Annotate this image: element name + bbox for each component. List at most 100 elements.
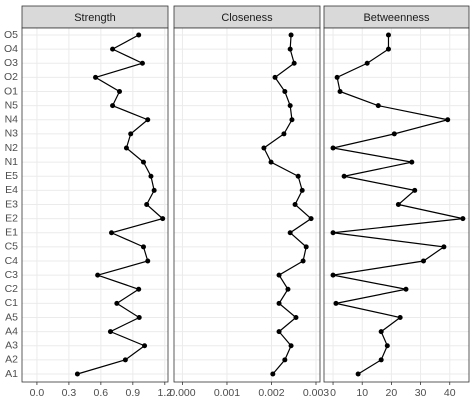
y-tick-label: E5 (5, 170, 18, 182)
y-tick-label: A4 (5, 325, 18, 337)
point (292, 202, 298, 207)
x-tick-label: 0.001 (214, 387, 240, 399)
point (117, 89, 123, 94)
point (261, 145, 267, 151)
y-tick-label: N2 (5, 142, 19, 154)
y-tick-label: E1 (5, 227, 18, 239)
point (330, 230, 336, 236)
point (136, 32, 142, 38)
point (276, 300, 282, 306)
point (136, 286, 142, 292)
panel-border (173, 27, 321, 383)
y-tick-label: O4 (4, 43, 18, 55)
y-tick-label: O5 (4, 29, 18, 41)
point (391, 131, 397, 137)
point (337, 89, 343, 94)
point (303, 244, 309, 250)
point (355, 371, 361, 377)
point (295, 173, 301, 179)
y-tick-label: E3 (5, 198, 18, 210)
point (123, 145, 129, 151)
x-tick-label: 0.6 (94, 387, 109, 399)
y-tick-label: A5 (5, 311, 18, 323)
point (330, 272, 336, 278)
point (128, 131, 134, 137)
point (395, 202, 401, 207)
y-tick-label: C4 (5, 255, 19, 267)
point (74, 371, 80, 377)
point (397, 315, 403, 320)
point (285, 286, 291, 292)
point (136, 315, 142, 320)
y-tick-label: E2 (5, 212, 18, 224)
x-tick-label: 0.3 (62, 387, 77, 399)
point (287, 230, 293, 236)
y-tick-label: A3 (5, 340, 18, 352)
y-tick-label: C5 (5, 241, 19, 253)
point (142, 343, 148, 349)
point (122, 357, 128, 363)
point (460, 216, 466, 222)
point (282, 89, 288, 94)
y-tick-label: A2 (5, 354, 18, 366)
point (281, 131, 287, 137)
point (364, 60, 370, 66)
point (160, 216, 166, 222)
y-tick-label: O3 (4, 57, 18, 69)
panel-border (323, 27, 470, 383)
point (276, 329, 282, 335)
y-tick-label: C3 (5, 269, 19, 281)
point (276, 272, 282, 278)
point (145, 258, 151, 264)
point (287, 46, 293, 52)
point (333, 300, 339, 306)
point (378, 329, 384, 335)
point (148, 173, 154, 179)
point (384, 343, 390, 349)
x-tick-label: 0.0 (30, 387, 45, 399)
point (375, 103, 381, 109)
point (110, 46, 116, 52)
strip-title: Betweenness (363, 12, 430, 24)
x-tick-label: 30 (415, 387, 427, 399)
strip-title: Strength (74, 12, 116, 24)
point (293, 315, 299, 320)
point (110, 103, 116, 109)
point (299, 187, 305, 193)
point (288, 32, 294, 38)
point (140, 244, 146, 250)
point (385, 32, 391, 38)
y-tick-label: N3 (5, 128, 19, 140)
point (403, 286, 409, 292)
point (114, 300, 120, 306)
point (144, 202, 150, 207)
strip-title: Closeness (221, 12, 273, 24)
point (95, 272, 101, 278)
x-tick-label: 20 (386, 387, 398, 399)
point (139, 60, 145, 66)
point (145, 117, 151, 123)
point (151, 187, 157, 193)
point (291, 60, 297, 66)
point (385, 46, 391, 52)
panel-border (21, 27, 169, 383)
point (378, 357, 384, 363)
point (412, 187, 418, 193)
point (288, 343, 294, 349)
x-tick-label: 40 (444, 387, 456, 399)
point (330, 145, 336, 151)
y-tick-label: N5 (5, 99, 19, 111)
y-tick-label: E4 (5, 184, 18, 196)
y-tick-label: O1 (4, 85, 18, 97)
point (341, 173, 347, 179)
point (409, 159, 415, 165)
x-tick-label: 1.2 (157, 387, 172, 399)
point (441, 244, 447, 250)
point (289, 117, 295, 123)
y-tick-label: N4 (5, 114, 19, 126)
x-tick-label: 0.002 (258, 387, 284, 399)
point (272, 74, 278, 80)
point (300, 258, 306, 264)
point (109, 230, 115, 236)
